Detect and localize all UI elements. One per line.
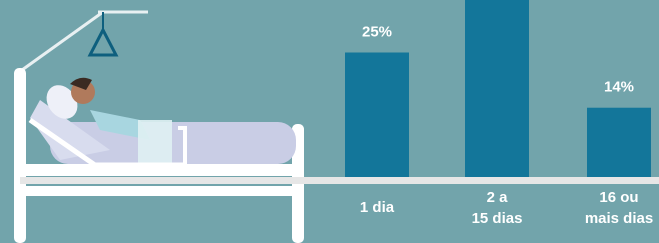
value-label: 14% xyxy=(604,79,634,96)
category-label: 2 a xyxy=(487,189,509,206)
bar xyxy=(345,53,409,179)
value-label: 25% xyxy=(362,23,392,40)
bar xyxy=(587,108,651,178)
chart: 25% 1 dia 2 a 15 dias 14% 16 ou mais dias xyxy=(0,0,659,243)
category-label: 1 dia xyxy=(360,199,395,216)
category-label: mais dias xyxy=(585,210,653,227)
baseline xyxy=(20,177,659,184)
category-label: 15 dias xyxy=(472,210,523,227)
category-label: 16 ou xyxy=(599,189,638,206)
bar xyxy=(465,0,529,178)
